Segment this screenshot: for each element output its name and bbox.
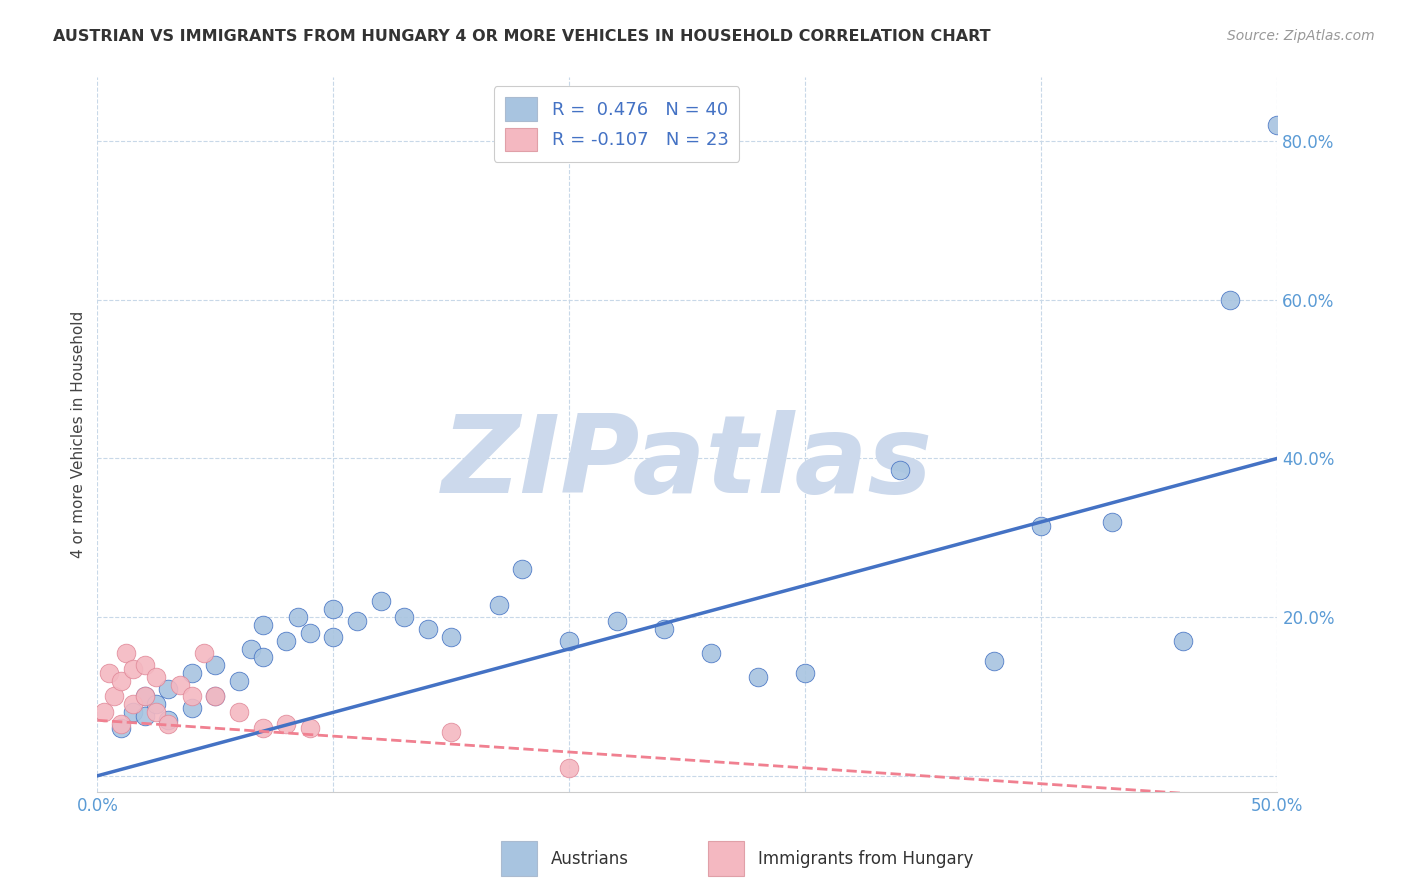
- Point: [298, 626, 321, 640]
- Point: [110, 673, 132, 688]
- Point: [1031, 519, 1053, 533]
- Text: ZIPatlas: ZIPatlas: [441, 410, 934, 516]
- Point: [157, 713, 180, 727]
- Point: [252, 618, 274, 632]
- Point: [298, 721, 321, 735]
- Point: [157, 717, 180, 731]
- Point: [794, 665, 817, 680]
- Point: [103, 690, 125, 704]
- Point: [204, 690, 226, 704]
- Point: [252, 649, 274, 664]
- Point: [322, 630, 344, 644]
- Point: [652, 622, 675, 636]
- Point: [287, 610, 309, 624]
- Point: [134, 690, 156, 704]
- Text: Source: ZipAtlas.com: Source: ZipAtlas.com: [1227, 29, 1375, 43]
- Point: [134, 709, 156, 723]
- Point: [1101, 515, 1123, 529]
- Point: [322, 602, 344, 616]
- Point: [169, 677, 191, 691]
- Point: [228, 706, 250, 720]
- Legend: R =  0.476   N = 40, R = -0.107   N = 23: R = 0.476 N = 40, R = -0.107 N = 23: [494, 87, 740, 161]
- Point: [276, 717, 298, 731]
- Point: [488, 598, 510, 612]
- Point: [889, 463, 911, 477]
- Point: [228, 673, 250, 688]
- Point: [180, 690, 202, 704]
- Point: [558, 761, 581, 775]
- Point: [392, 610, 415, 624]
- Point: [145, 706, 167, 720]
- Point: [193, 646, 215, 660]
- Point: [346, 614, 368, 628]
- Point: [747, 670, 769, 684]
- Point: [204, 690, 226, 704]
- Point: [416, 622, 439, 636]
- Point: [983, 654, 1005, 668]
- Point: [145, 670, 167, 684]
- FancyBboxPatch shape: [709, 841, 744, 876]
- Point: [558, 634, 581, 648]
- Text: Immigrants from Hungary: Immigrants from Hungary: [758, 849, 973, 868]
- Point: [114, 646, 136, 660]
- Point: [121, 698, 143, 712]
- Point: [110, 717, 132, 731]
- Point: [110, 721, 132, 735]
- Point: [510, 562, 533, 576]
- Text: AUSTRIAN VS IMMIGRANTS FROM HUNGARY 4 OR MORE VEHICLES IN HOUSEHOLD CORRELATION : AUSTRIAN VS IMMIGRANTS FROM HUNGARY 4 OR…: [53, 29, 991, 44]
- Point: [440, 725, 463, 739]
- Point: [370, 594, 392, 608]
- FancyBboxPatch shape: [501, 841, 537, 876]
- Point: [98, 665, 121, 680]
- Point: [145, 698, 167, 712]
- Point: [440, 630, 463, 644]
- Point: [134, 657, 156, 672]
- Point: [180, 665, 202, 680]
- Point: [121, 706, 143, 720]
- Point: [239, 641, 262, 656]
- Point: [606, 614, 628, 628]
- Point: [1171, 634, 1194, 648]
- Point: [252, 721, 274, 735]
- Text: Austrians: Austrians: [551, 849, 628, 868]
- Point: [1219, 293, 1241, 307]
- Point: [180, 701, 202, 715]
- Point: [134, 690, 156, 704]
- Point: [700, 646, 723, 660]
- Point: [121, 662, 143, 676]
- Point: [1267, 118, 1289, 132]
- Point: [93, 706, 115, 720]
- Point: [204, 657, 226, 672]
- Y-axis label: 4 or more Vehicles in Household: 4 or more Vehicles in Household: [72, 311, 86, 558]
- Point: [157, 681, 180, 696]
- Point: [276, 634, 298, 648]
